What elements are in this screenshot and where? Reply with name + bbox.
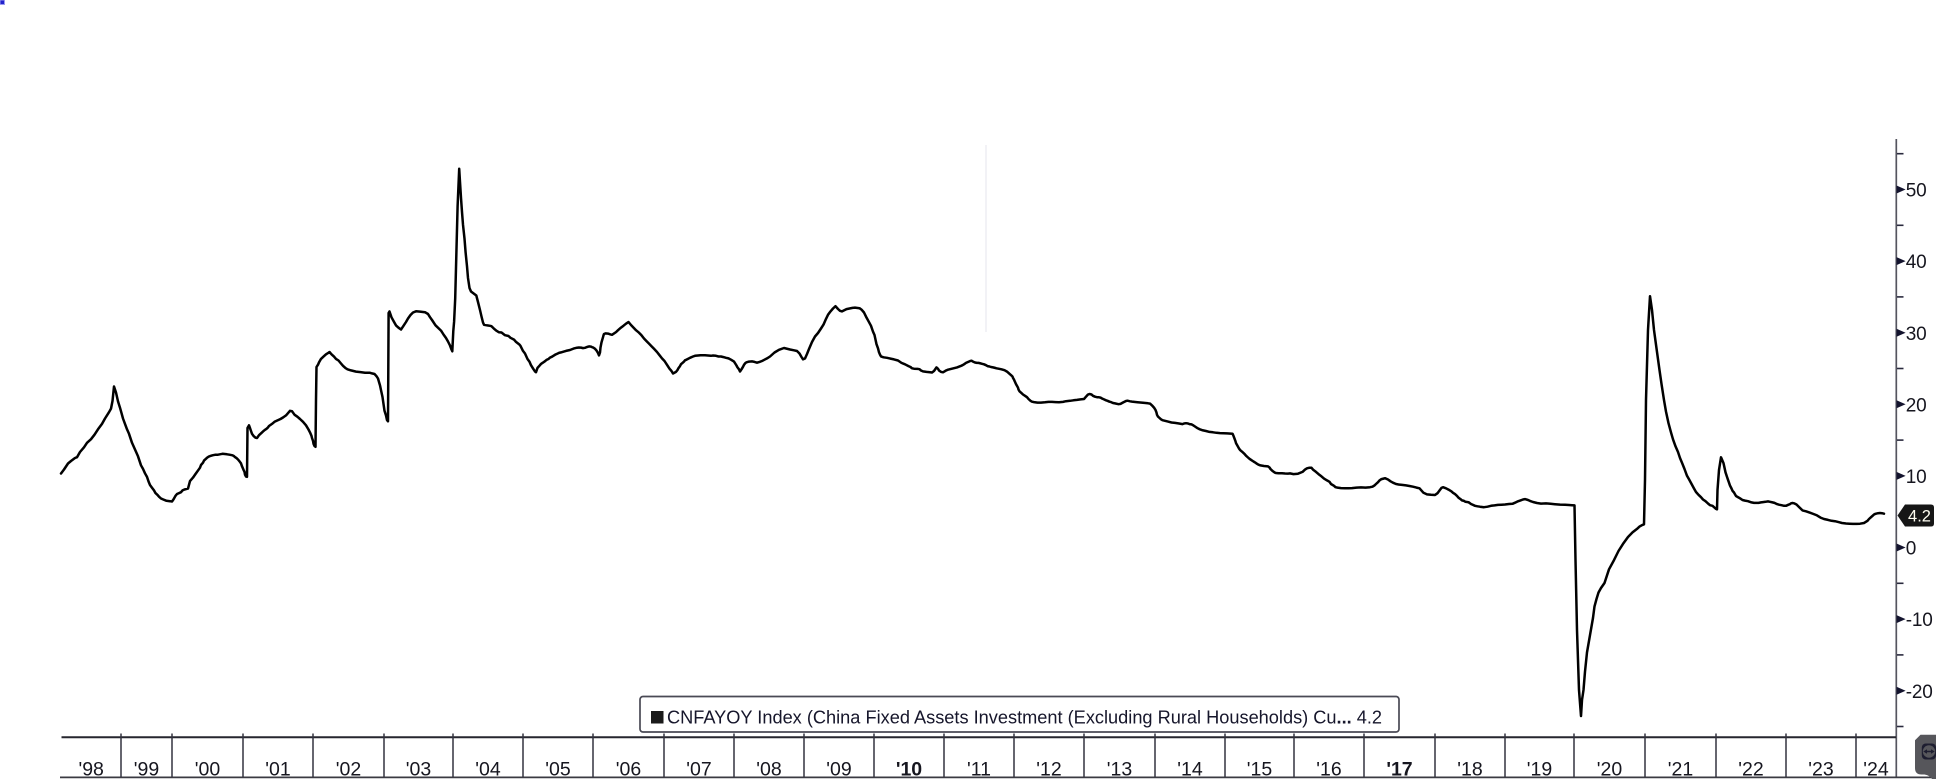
svg-text:'09: '09 [826, 759, 851, 779]
svg-text:'14: '14 [1177, 759, 1203, 779]
svg-text:'17: '17 [1386, 759, 1412, 779]
svg-text:'98: '98 [78, 759, 103, 779]
svg-text:'22: '22 [1738, 759, 1763, 779]
svg-text:'01: '01 [265, 759, 290, 779]
svg-text:'23: '23 [1808, 759, 1833, 779]
svg-text:'24: '24 [1863, 759, 1889, 779]
svg-text:'07: '07 [686, 759, 711, 779]
svg-text:'05: '05 [545, 759, 571, 779]
svg-text:'06: '06 [616, 759, 641, 779]
svg-text:'10: '10 [896, 759, 922, 779]
svg-text:'12: '12 [1036, 759, 1061, 779]
svg-text:'19: '19 [1527, 759, 1552, 779]
svg-text:'08: '08 [756, 759, 781, 779]
svg-text:'21: '21 [1668, 759, 1693, 779]
svg-text:'99: '99 [134, 759, 159, 779]
svg-text:20: 20 [1906, 395, 1927, 416]
svg-text:40: 40 [1906, 252, 1927, 273]
svg-text:'00: '00 [195, 759, 221, 779]
svg-text:'11: '11 [967, 759, 991, 779]
svg-text:CNFAYOY Index (China Fixed Ass: CNFAYOY Index (China Fixed Assets Invest… [667, 708, 1382, 728]
svg-text:10: 10 [1906, 467, 1927, 488]
svg-text:-20: -20 [1906, 682, 1933, 703]
svg-text:'13: '13 [1107, 759, 1132, 779]
svg-text:'15: '15 [1247, 759, 1273, 779]
svg-text:30: 30 [1906, 324, 1927, 345]
svg-text:50: 50 [1906, 181, 1927, 202]
svg-text:4.2: 4.2 [1908, 508, 1931, 526]
svg-text:-10: -10 [1906, 610, 1933, 631]
svg-text:'04: '04 [475, 759, 501, 779]
svg-text:'03: '03 [406, 759, 431, 779]
svg-text:'18: '18 [1457, 759, 1482, 779]
svg-text:'20: '20 [1597, 759, 1623, 779]
svg-text:'02: '02 [336, 759, 361, 779]
svg-text:0: 0 [1906, 539, 1916, 560]
svg-text:'16: '16 [1316, 759, 1341, 779]
